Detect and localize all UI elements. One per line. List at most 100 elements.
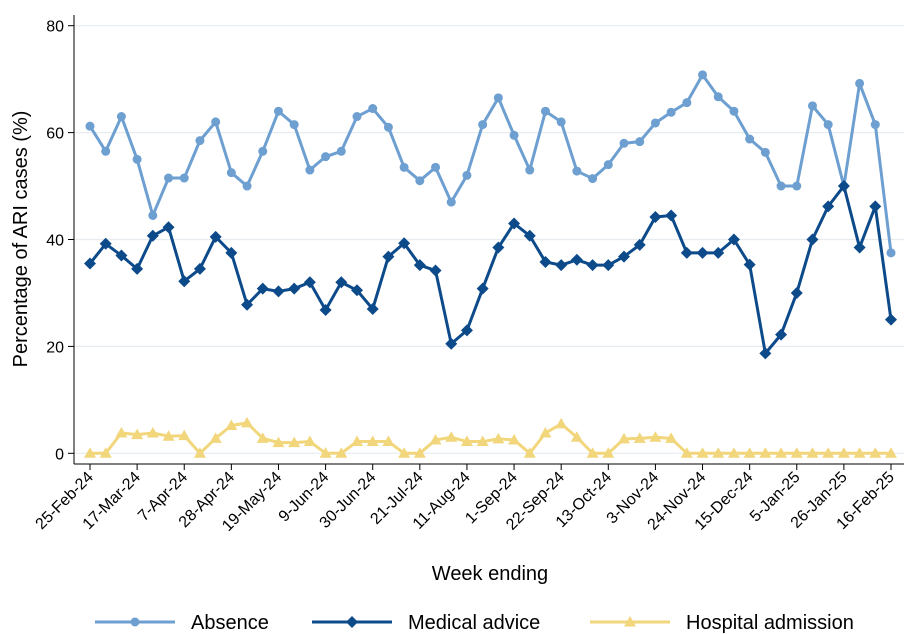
point bbox=[116, 112, 126, 122]
point bbox=[633, 238, 646, 251]
legend-item: Hospital admission bbox=[590, 612, 854, 634]
point bbox=[823, 120, 833, 130]
series-line bbox=[88, 184, 893, 355]
point bbox=[272, 285, 285, 298]
point bbox=[885, 313, 897, 326]
point bbox=[508, 217, 521, 230]
point bbox=[713, 92, 723, 102]
point bbox=[399, 162, 409, 172]
point bbox=[289, 120, 299, 130]
point bbox=[525, 165, 535, 175]
point bbox=[665, 432, 678, 443]
point bbox=[303, 435, 316, 447]
point bbox=[539, 426, 552, 438]
point bbox=[696, 447, 709, 458]
point bbox=[886, 248, 896, 258]
point bbox=[790, 286, 803, 299]
point bbox=[760, 147, 770, 157]
point bbox=[413, 259, 426, 272]
point bbox=[729, 106, 739, 116]
point bbox=[523, 229, 536, 242]
legend-item: Absence bbox=[95, 612, 269, 634]
point bbox=[666, 107, 676, 117]
point bbox=[132, 154, 142, 164]
y-tick-label: 0 bbox=[55, 446, 64, 463]
point bbox=[162, 221, 175, 234]
point bbox=[382, 435, 395, 447]
x-axis-title: Week ending bbox=[432, 563, 548, 585]
point bbox=[99, 237, 112, 250]
point bbox=[382, 250, 395, 263]
point bbox=[84, 447, 96, 458]
point bbox=[179, 173, 189, 183]
point bbox=[99, 447, 112, 458]
y-tick-label: 40 bbox=[46, 233, 64, 250]
point bbox=[288, 436, 301, 448]
point bbox=[837, 447, 850, 458]
point bbox=[508, 433, 521, 445]
point bbox=[493, 93, 503, 103]
point bbox=[555, 417, 568, 429]
point bbox=[131, 428, 144, 440]
point bbox=[633, 432, 646, 443]
point bbox=[603, 160, 613, 170]
point bbox=[335, 276, 348, 289]
point bbox=[540, 106, 550, 116]
point bbox=[162, 430, 175, 441]
point bbox=[650, 118, 660, 128]
point bbox=[555, 259, 568, 272]
point bbox=[870, 120, 880, 130]
point bbox=[635, 137, 645, 147]
point bbox=[336, 146, 346, 156]
point bbox=[792, 181, 802, 191]
point bbox=[855, 78, 865, 88]
point bbox=[602, 259, 615, 272]
point bbox=[209, 230, 222, 243]
point bbox=[665, 209, 678, 222]
point bbox=[476, 282, 489, 295]
point bbox=[193, 262, 206, 275]
point bbox=[115, 426, 128, 438]
point bbox=[478, 120, 488, 130]
point bbox=[273, 106, 283, 116]
point bbox=[85, 121, 95, 131]
point bbox=[115, 249, 128, 262]
point bbox=[743, 447, 756, 458]
point bbox=[226, 168, 236, 178]
point bbox=[869, 200, 882, 213]
point bbox=[146, 229, 159, 242]
point bbox=[460, 324, 473, 337]
point bbox=[649, 431, 662, 442]
point bbox=[462, 170, 472, 180]
point bbox=[775, 328, 788, 341]
point bbox=[853, 241, 866, 254]
point bbox=[539, 255, 552, 268]
point bbox=[727, 233, 740, 246]
point bbox=[696, 246, 709, 259]
point bbox=[148, 210, 158, 220]
point bbox=[352, 112, 362, 122]
point bbox=[195, 136, 205, 146]
point bbox=[602, 447, 615, 458]
point bbox=[272, 436, 285, 448]
point bbox=[225, 246, 238, 259]
point bbox=[509, 130, 519, 140]
point bbox=[445, 337, 458, 350]
y-tick-label: 60 bbox=[46, 126, 64, 143]
point bbox=[822, 447, 835, 458]
point bbox=[618, 432, 630, 444]
point bbox=[743, 258, 756, 271]
point bbox=[712, 246, 725, 259]
legend-marker bbox=[130, 617, 140, 627]
point bbox=[445, 431, 458, 442]
point bbox=[775, 447, 788, 458]
point bbox=[853, 447, 866, 458]
point bbox=[759, 347, 772, 360]
point bbox=[131, 262, 144, 275]
point bbox=[178, 275, 191, 288]
point bbox=[618, 250, 630, 263]
point bbox=[556, 117, 566, 127]
point bbox=[680, 246, 693, 259]
point bbox=[398, 237, 411, 250]
